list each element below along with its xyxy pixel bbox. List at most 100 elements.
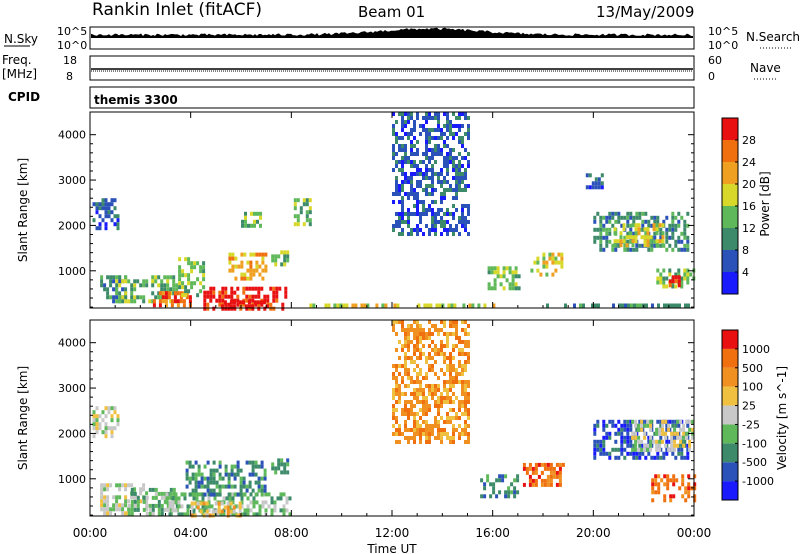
velocity-cell — [191, 492, 195, 497]
velocity-cell — [428, 364, 431, 368]
velocity-cell — [646, 423, 650, 428]
velocity-cell — [112, 495, 116, 500]
power-cell — [446, 136, 449, 140]
velocity-cell — [413, 396, 416, 400]
power-cell — [413, 212, 416, 216]
power-cell — [236, 286, 240, 291]
velocity-cell — [207, 508, 211, 513]
power-cell — [443, 196, 446, 200]
power-cell — [443, 164, 446, 168]
velocity-cell — [665, 447, 669, 452]
freq-panel: Freq. [MHz] 18 8 Nave 60 0 — [2, 53, 781, 83]
power-cell — [240, 276, 244, 281]
velocity-cell — [419, 368, 422, 372]
power-cell — [425, 116, 428, 120]
velocity-cell — [220, 509, 224, 514]
velocity-cell — [215, 484, 219, 489]
power-echo-region — [546, 303, 690, 308]
power-cell — [104, 226, 108, 231]
velocity-cell — [558, 474, 562, 479]
velocity-cell — [416, 428, 419, 432]
velocity-cell — [629, 435, 633, 440]
power-cell — [193, 265, 197, 270]
velocity-cell — [623, 435, 627, 440]
velocity-cell — [546, 482, 550, 487]
velocity-cell — [200, 472, 204, 477]
velocity-cell — [407, 408, 410, 412]
power-cell — [428, 132, 431, 136]
velocity-cell — [440, 400, 443, 404]
velocity-cell — [467, 324, 470, 328]
velocity-cell — [629, 419, 633, 424]
velocity-cell — [413, 328, 416, 332]
power-cell — [95, 226, 99, 231]
power-cell — [514, 266, 518, 271]
power-cell — [209, 294, 213, 299]
power-cell — [250, 223, 253, 228]
power-cell — [231, 268, 235, 273]
velocity-cell — [623, 427, 627, 432]
velocity-cell — [195, 492, 199, 497]
velocity-cell — [647, 435, 651, 440]
velocity-cell — [464, 320, 467, 324]
power-cell — [665, 247, 669, 252]
velocity-cell — [221, 476, 225, 481]
velocity-cell — [688, 427, 692, 432]
velocity-cell — [434, 392, 437, 396]
power-cell — [514, 270, 518, 275]
velocity-cell — [172, 487, 176, 492]
power-cell — [401, 220, 404, 224]
velocity-cell — [667, 447, 671, 452]
velocity-cell — [449, 440, 452, 444]
power-cell — [450, 303, 454, 308]
velocity-cell — [160, 511, 164, 516]
power-cell — [422, 128, 425, 132]
power-cell — [434, 112, 437, 116]
velocity-cell — [669, 498, 673, 503]
velocity-cell — [489, 494, 493, 499]
power-cell — [202, 285, 206, 290]
power-cell — [305, 202, 309, 207]
power-cell — [449, 224, 452, 228]
power-cell — [100, 283, 104, 288]
velocity-cell — [419, 324, 422, 328]
velocity-cell — [667, 423, 671, 428]
velocity-cell — [464, 344, 467, 348]
velocity-cell — [434, 348, 437, 352]
power-cell — [145, 283, 149, 288]
power-cell — [103, 287, 107, 292]
power-cell — [401, 228, 404, 232]
velocity-cell — [593, 443, 597, 448]
power-cell — [173, 299, 177, 304]
power-cell — [428, 160, 431, 164]
power-cell — [428, 168, 431, 172]
velocity-cell — [443, 372, 446, 376]
power-cell — [163, 283, 167, 288]
power-cell — [458, 136, 461, 140]
x-tick-label: 08:00 — [274, 526, 309, 540]
velocity-cell — [676, 431, 680, 436]
velocity-cell — [434, 324, 437, 328]
velocity-cell — [649, 443, 653, 448]
velocity-cell — [659, 435, 663, 440]
power-cell — [203, 298, 207, 303]
velocity-cell — [605, 431, 609, 436]
velocity-cell — [203, 492, 207, 497]
velocity-cell — [654, 478, 658, 483]
velocity-cell — [206, 476, 210, 481]
power-cell — [602, 215, 606, 220]
power-echo-region — [152, 291, 192, 308]
velocity-cell — [95, 414, 99, 419]
power-cell — [136, 295, 140, 300]
velocity-cell — [151, 511, 155, 516]
power-echo-region — [487, 266, 521, 291]
velocity-cell — [410, 412, 413, 416]
power-cell — [407, 212, 410, 216]
power-cell — [248, 286, 252, 291]
velocity-cell — [271, 462, 275, 467]
velocity-cell — [191, 472, 195, 477]
velocity-cell — [416, 392, 419, 396]
power-cell — [452, 136, 455, 140]
velocity-cell — [687, 486, 691, 491]
power-cell — [271, 254, 275, 259]
